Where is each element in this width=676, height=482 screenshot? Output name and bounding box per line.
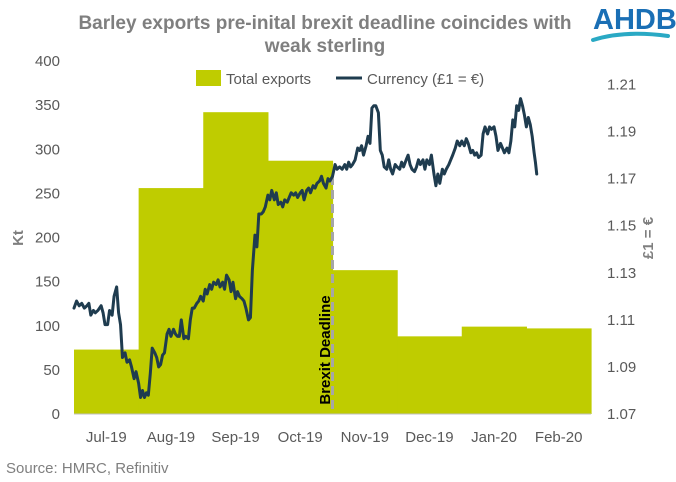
y-left-tick-350: 350 xyxy=(35,97,60,114)
y-left-tick-0: 0 xyxy=(52,406,60,423)
y-right-tick-1.21: 1.21 xyxy=(607,77,636,94)
y-left-tick-200: 200 xyxy=(35,230,60,247)
export-bar-nov-19 xyxy=(332,270,398,414)
x-tick-aug-19: Aug-19 xyxy=(147,429,195,446)
x-tick-sep-19: Sep-19 xyxy=(211,429,259,446)
export-bar-dec-19 xyxy=(397,336,463,414)
brexit-deadline-label: Brexit Deadline xyxy=(317,295,334,404)
source-note: Source: HMRC, Refinitiv xyxy=(6,460,169,477)
chart-title: Barley exports pre-inital brexit deadlin… xyxy=(78,13,571,57)
legend-currency-label: Currency (£1 = €) xyxy=(367,71,484,88)
currency-line-group xyxy=(72,97,539,400)
y-right-tick-1.13: 1.13 xyxy=(607,265,636,282)
y-axis-left-title: Kt xyxy=(10,230,27,246)
legend-exports-swatch xyxy=(196,70,221,86)
export-bar-jan-20 xyxy=(461,326,527,414)
x-tick-nov-19: Nov-19 xyxy=(341,429,389,446)
y-right-tick-1.07: 1.07 xyxy=(607,406,636,423)
logo-swoosh-icon xyxy=(591,31,670,42)
y-right-tick-1.19: 1.19 xyxy=(607,124,636,141)
y-left-tick-300: 300 xyxy=(35,141,60,158)
y-left-tick-400: 400 xyxy=(35,53,60,70)
title-line-1: Barley exports pre-inital brexit deadlin… xyxy=(78,13,571,34)
axes: 0 50 100 150 200 250 300 350 400 1.07 1.09 1.11 1.13… xyxy=(35,53,636,446)
logo-text: AHDB xyxy=(593,4,676,36)
y-left-tick-250: 250 xyxy=(35,185,60,202)
y-axis-right-title: £1 = € xyxy=(640,216,657,259)
currency-line xyxy=(72,97,539,400)
x-tick-jan-20: Jan-20 xyxy=(471,429,517,446)
x-tick-oct-19: Oct-19 xyxy=(278,429,323,446)
export-bar-sep-19 xyxy=(203,112,269,414)
y-right-tick-1.11: 1.11 xyxy=(607,312,635,329)
legend-exports-label: Total exports xyxy=(226,71,311,88)
y-right-tick-1.09: 1.09 xyxy=(607,359,636,376)
y-right-tick-1.17: 1.17 xyxy=(607,171,636,188)
y-right-tick-1.15: 1.15 xyxy=(607,218,636,235)
export-bar-feb-20 xyxy=(526,328,592,414)
title-line-2: weak sterling xyxy=(264,36,385,57)
x-tick-feb-20: Feb-20 xyxy=(535,429,583,446)
x-tick-jul-19: Jul-19 xyxy=(86,429,127,446)
y-left-tick-150: 150 xyxy=(35,274,60,291)
legend: Total exports Currency (£1 = €) xyxy=(196,70,484,88)
y-left-tick-100: 100 xyxy=(35,318,60,335)
y-left-tick-50: 50 xyxy=(43,362,60,379)
ahdb-logo: AHDB xyxy=(591,4,676,42)
x-tick-dec-19: Dec-19 xyxy=(405,429,453,446)
